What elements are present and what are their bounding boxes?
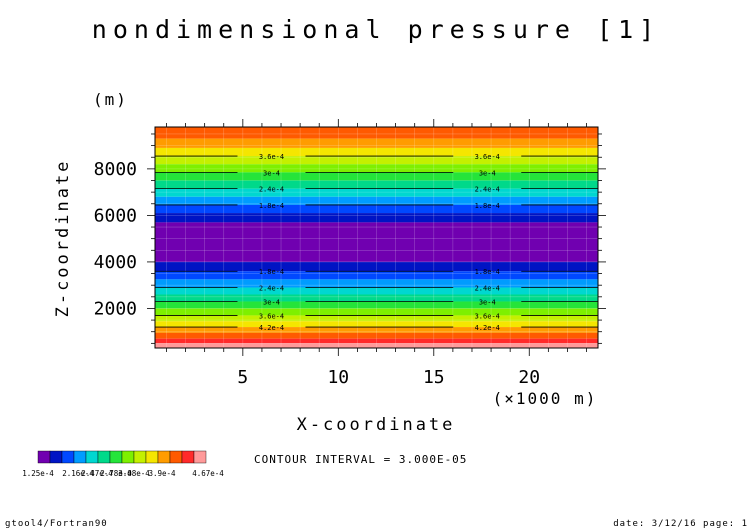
- contour-label-7-0: 3.6e-4: [259, 312, 284, 320]
- contour-label-0-0: 3.6e-4: [259, 153, 284, 161]
- band-0: [155, 127, 598, 139]
- contour-label-1-0: 3e-4: [263, 169, 280, 177]
- colorbar-swatch-8: [133, 450, 147, 464]
- y-tick-label-6000: 6000: [94, 205, 137, 226]
- band-13: [155, 271, 598, 280]
- colorbar-label-1: 2.16e-4: [62, 469, 94, 478]
- chart-title: nondimensional pressure [1]: [92, 15, 660, 44]
- band-18: [155, 308, 598, 316]
- colorbar-label-0: 1.25e-4: [22, 469, 54, 478]
- band-6: [155, 180, 598, 189]
- colorbar-swatch-10: [157, 450, 171, 464]
- colorbar-swatch-1: [49, 450, 63, 464]
- y-tick-label-4000: 4000: [94, 252, 137, 273]
- band-21: [155, 327, 598, 333]
- band-3: [155, 156, 598, 165]
- contour-label-4-0: 1.8e-4: [259, 268, 284, 276]
- contour-label-8-1: 4.2e-4: [475, 324, 500, 332]
- colorbar-swatch-9: [145, 450, 159, 464]
- band-4: [155, 164, 598, 173]
- y-axis-title: Z-coordinate: [53, 159, 73, 318]
- x-tick-label-10: 10: [327, 367, 349, 388]
- contour-label-7-1: 3.6e-4: [475, 312, 500, 320]
- footer-right: date: 3/12/16 page: 1: [613, 519, 748, 529]
- contour-interval-text: CONTOUR INTERVAL = 3.000E-05: [254, 453, 467, 466]
- band-2: [155, 147, 598, 157]
- contour-label-6-1: 3e-4: [479, 298, 496, 306]
- colorbar-swatch-12: [181, 450, 195, 464]
- x-tick-label-15: 15: [423, 367, 445, 388]
- band-19: [155, 315, 598, 322]
- band-20: [155, 321, 598, 328]
- band-14: [155, 279, 598, 288]
- colorbar-swatch-13: [193, 450, 207, 464]
- band-5: [155, 172, 598, 181]
- contour-bands: [155, 127, 598, 348]
- contour-label-3-1: 1.8e-4: [475, 202, 500, 210]
- y-tick-label-8000: 8000: [94, 159, 137, 180]
- colorbar-swatch-11: [169, 450, 183, 464]
- colorbar-label-6: 4.67e-4: [192, 469, 224, 478]
- contour-label-5-0: 2.4e-4: [259, 285, 284, 293]
- colorbar-swatch-6: [109, 450, 123, 464]
- x-tick-label-20: 20: [518, 367, 540, 388]
- colorbar-swatch-5: [97, 450, 111, 464]
- band-10: [155, 213, 598, 223]
- x-tick-label-5: 5: [237, 367, 248, 388]
- colorbar-swatch-7: [121, 450, 135, 464]
- footer-left: gtool4/Fortran90: [5, 519, 108, 529]
- colorbar-swatch-0: [37, 450, 51, 464]
- contour-label-3-0: 1.8e-4: [259, 202, 284, 210]
- contour-label-8-0: 4.2e-4: [259, 324, 284, 332]
- contour-lines: 3.6e-4 3.6e-4 3e-4 3e-4 2.4e-4 2.4e-4 1.8e-4 1.…: [155, 153, 598, 332]
- colorbar-label-3: 2.78e-4: [100, 469, 132, 478]
- contour-label-4-1: 1.8e-4: [475, 268, 500, 276]
- band-16: [155, 294, 598, 302]
- band-17: [155, 301, 598, 309]
- x-axis: 5 10 15 20: [166, 119, 587, 388]
- x-axis-title: X-coordinate: [297, 415, 456, 435]
- contour-label-2-1: 2.4e-4: [475, 186, 500, 194]
- contour-label-0-1: 3.6e-4: [475, 153, 500, 161]
- band-11: [155, 222, 598, 262]
- band-7: [155, 188, 598, 197]
- contour-label-2-0: 2.4e-4: [259, 186, 284, 194]
- colorbar-label-5: 3.9e-4: [148, 469, 176, 478]
- band-1: [155, 138, 598, 148]
- band-24: [155, 343, 598, 348]
- y-tick-label-2000: 2000: [94, 298, 137, 319]
- band-15: [155, 287, 598, 295]
- colorbar-swatch-4: [85, 450, 99, 464]
- band-12: [155, 261, 598, 272]
- colorbar-swatch-2: [61, 450, 75, 464]
- band-8: [155, 196, 598, 205]
- colorbar-label-4: 3.08e-4: [118, 469, 150, 478]
- y-axis: 2000 4000 6000 8000: [94, 133, 606, 344]
- colorbar-label-2: 2.47e-4: [81, 469, 113, 478]
- colorbar-swatch-3: [73, 450, 87, 464]
- contour-label-6-0: 3e-4: [263, 298, 280, 306]
- band-22: [155, 332, 598, 339]
- contour-label-1-1: 3e-4: [479, 169, 496, 177]
- grid-lines: [155, 127, 598, 348]
- x-unit-label: (×1000 m): [493, 389, 598, 408]
- band-23: [155, 338, 598, 344]
- y-unit-label: (m): [93, 90, 128, 109]
- band-9: [155, 204, 598, 214]
- colorbar: 1.25e-4 2.16e-42.47e-42.78e-43.08e-43.9e-…: [22, 450, 224, 478]
- contour-label-5-1: 2.4e-4: [475, 285, 500, 293]
